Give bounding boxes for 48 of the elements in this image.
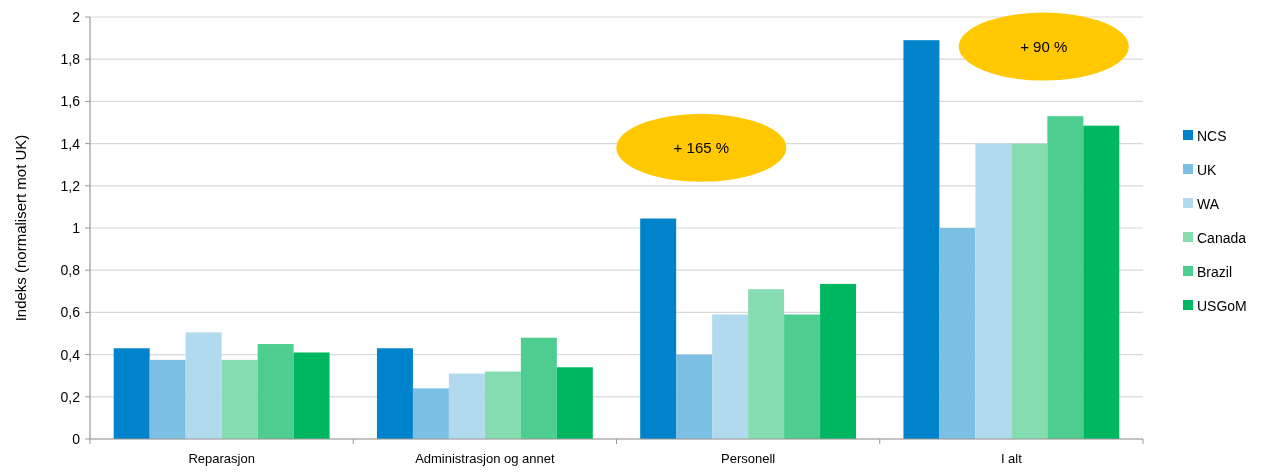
y-tick-label: 0,4 — [60, 346, 81, 363]
y-tick-label: 0 — [72, 430, 81, 447]
bar — [556, 367, 593, 439]
y-tick-label: 1,8 — [60, 51, 81, 68]
bar — [1011, 143, 1048, 439]
bar — [676, 354, 713, 439]
bar — [975, 143, 1012, 439]
bar — [293, 352, 330, 439]
x-tick-label: Administrasjon og annet — [415, 451, 555, 466]
bar — [185, 332, 222, 439]
annotation: + 165 % — [673, 139, 730, 157]
bar — [1083, 125, 1120, 439]
bar — [903, 40, 940, 439]
bar — [939, 228, 976, 439]
bar — [520, 337, 557, 439]
bar — [412, 388, 449, 439]
bar — [484, 371, 521, 439]
y-tick-label: 1,2 — [60, 177, 81, 194]
bar — [113, 348, 150, 439]
bar — [221, 359, 258, 439]
x-tick-label: Personell — [721, 451, 776, 466]
bar — [712, 314, 749, 439]
bar — [149, 359, 186, 439]
bar — [376, 348, 413, 439]
legend-label: UK — [1197, 161, 1218, 178]
y-tick-label: 1 — [72, 219, 81, 236]
bar — [1047, 116, 1084, 439]
bar — [784, 314, 821, 439]
bar — [820, 283, 857, 439]
bar — [257, 344, 294, 439]
y-tick-label: 0,2 — [60, 388, 81, 405]
y-tick-label: 1,4 — [60, 135, 81, 152]
annotation: + 90 % — [1020, 37, 1068, 55]
y-tick-label: 1,6 — [60, 93, 81, 110]
bar — [640, 218, 677, 439]
x-tick-label: Reparasjon — [188, 451, 255, 466]
bar — [748, 289, 785, 439]
x-tick-label: I alt — [1000, 451, 1023, 466]
y-axis-title: Indeks (normalisert mot UK) — [12, 134, 29, 322]
bar — [448, 373, 485, 439]
legend-label: Brazil — [1197, 263, 1233, 280]
y-tick-label: 0,6 — [60, 304, 81, 321]
y-tick-label: 0,8 — [60, 262, 81, 279]
legend-label: WA — [1197, 195, 1220, 212]
legend-label: USGoM — [1197, 297, 1247, 314]
legend-label: NCS — [1197, 127, 1227, 144]
y-tick-label: 2 — [72, 8, 81, 25]
legend-label: Canada — [1197, 229, 1247, 246]
